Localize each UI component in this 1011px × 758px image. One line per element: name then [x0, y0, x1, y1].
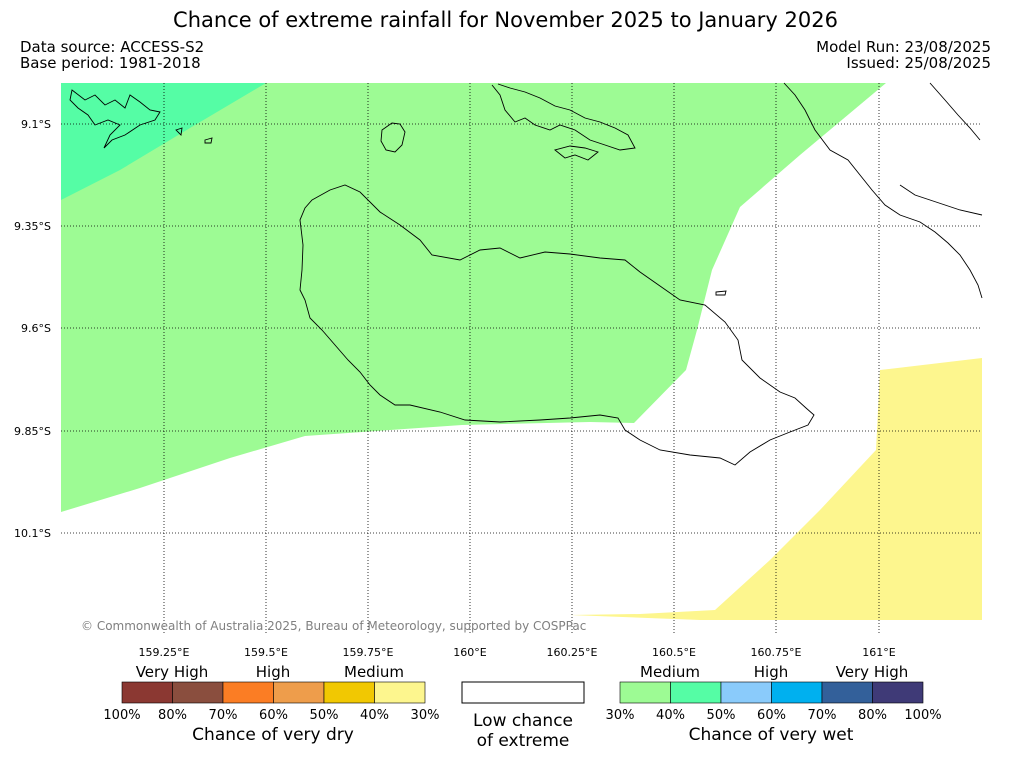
russell-islands-coast: [69, 89, 161, 149]
wet-swatch: [872, 681, 924, 704]
wet-tick-label: 60%: [757, 708, 786, 723]
wet-swatch: [720, 681, 772, 704]
dry-category-label: Very High: [136, 663, 209, 681]
map-title: Chance of extreme rainfall for November …: [173, 8, 838, 32]
lon-tick-label: 160.5°E: [652, 646, 696, 659]
low-chance-swatch: [461, 681, 585, 704]
guadalcanal-coast: [299, 184, 815, 466]
florida-islands-coast: [491, 83, 636, 151]
legend-wet: Medium High Very High 30% 40% 50% 60% 70% 80% 10…: [606, 663, 942, 745]
savo-island-coast: [380, 122, 406, 153]
wet-swatch: [821, 681, 873, 704]
coastlines: [69, 82, 983, 466]
latitude-labels: 9.1°S 9.35°S 9.6°S 9.85°S 10.1°S: [14, 118, 51, 540]
wet-category-label: Very High: [836, 663, 909, 681]
wet-swatch: [670, 681, 722, 704]
lat-tick-label: 9.6°S: [21, 322, 51, 335]
florida-islands-south: [554, 145, 599, 161]
dry-tick-label: 100%: [103, 708, 140, 723]
malaita-coast: [783, 82, 983, 299]
dry-tick-label: 60%: [259, 708, 288, 723]
small-islet-2: [175, 127, 183, 136]
lon-tick-label: 161°E: [862, 646, 895, 659]
low-chance-line1: Low chance: [473, 711, 573, 731]
wet-swatch: [619, 681, 671, 704]
wet-tick-label: 40%: [656, 708, 685, 723]
wet-tick-label: 30%: [606, 708, 635, 723]
dry-category-label: Medium: [344, 663, 404, 681]
dry-swatch: [222, 681, 274, 704]
wet-tick-label: 100%: [904, 708, 941, 723]
wet-40-50-region: [61, 83, 266, 200]
wet-tick-label: 50%: [707, 708, 736, 723]
lat-tick-label: 9.85°S: [14, 425, 51, 438]
dry-swatch: [273, 681, 325, 704]
legend-low-chance: Low chance of extreme: [461, 681, 585, 751]
lon-tick-label: 160.75°E: [751, 646, 802, 659]
base-period-text: Base period: 1981-2018: [20, 54, 201, 72]
wet-category-label: High: [754, 663, 788, 681]
dry-swatch: [121, 681, 173, 704]
dry-legend-title: Chance of very dry: [192, 725, 354, 745]
issued-text: Issued: 25/08/2025: [846, 54, 991, 72]
wet-30-40-region: [61, 83, 886, 512]
islet-3: [715, 290, 727, 296]
dry-category-label: High: [256, 663, 290, 681]
lon-tick-label: 159.25°E: [139, 646, 190, 659]
dry-swatch: [172, 681, 224, 704]
wet-tick-label: 70%: [808, 708, 837, 723]
wet-category-label: Medium: [640, 663, 700, 681]
data-source-text: Data source: ACCESS-S2: [20, 38, 205, 56]
lon-tick-label: 160.25°E: [547, 646, 598, 659]
lon-tick-label: 159.75°E: [343, 646, 394, 659]
lat-tick-label: 9.1°S: [21, 118, 51, 131]
wet-tick-label: 80%: [858, 708, 887, 723]
wet-swatch: [771, 681, 823, 704]
low-chance-line2: of extreme: [477, 731, 570, 751]
gridlines: [61, 83, 982, 633]
meta-right: Model Run: 23/08/2025 Issued: 25/08/2025: [816, 39, 991, 71]
lat-tick-label: 10.1°S: [14, 527, 51, 540]
dry-tick-label: 70%: [209, 708, 238, 723]
lon-tick-label: 160°E: [453, 646, 486, 659]
lon-tick-label: 159.5°E: [244, 646, 288, 659]
dry-tick-label: 40%: [360, 708, 389, 723]
dry-swatch: [374, 681, 426, 704]
lat-tick-label: 9.35°S: [14, 220, 51, 233]
longitude-labels: 159.25°E 159.5°E 159.75°E 160°E 160.25°E 160.…: [139, 646, 896, 659]
wet-legend-title: Chance of very wet: [689, 725, 854, 745]
dry-tick-label: 50%: [310, 708, 339, 723]
small-islet-1: [204, 137, 213, 144]
dry-tick-label: 80%: [158, 708, 187, 723]
dry-tick-label: 30%: [411, 708, 440, 723]
dry-swatch: [323, 681, 375, 704]
meta-left: Data source: ACCESS-S2 Base period: 1981…: [20, 39, 204, 71]
model-run-text: Model Run: 23/08/2025: [816, 38, 991, 56]
copyright-text: © Commonwealth of Australia 2025, Bureau…: [81, 619, 586, 633]
legend-dry: Very High High Medium 100% 80% 70% 60% 50% 40% 3…: [103, 663, 439, 745]
